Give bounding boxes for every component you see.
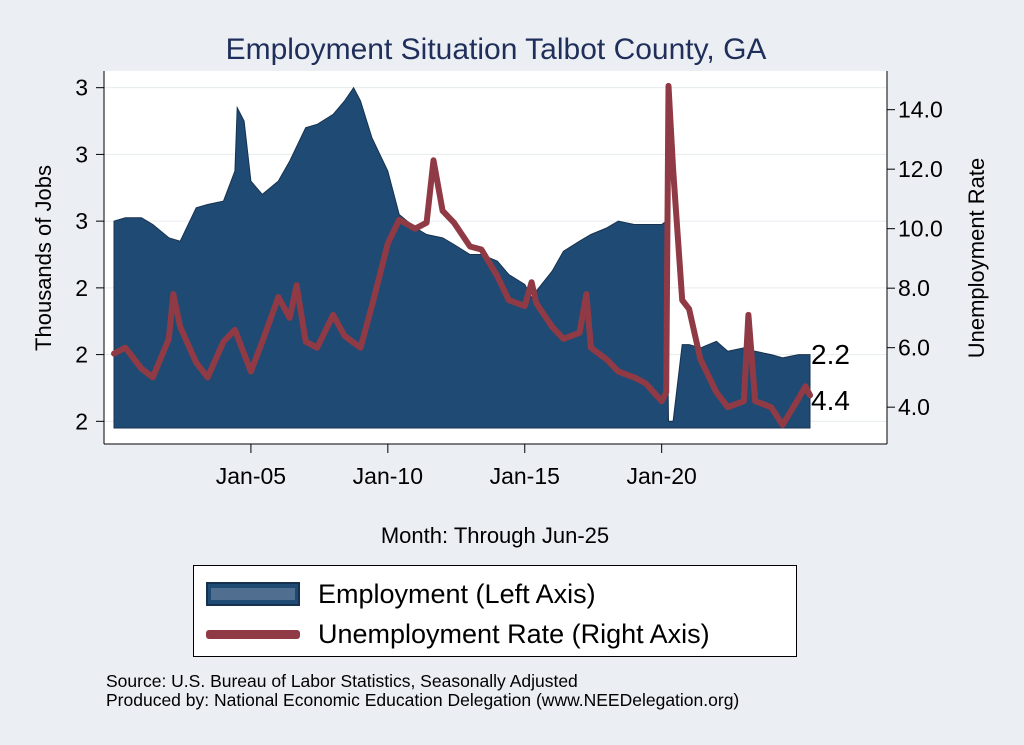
y-left-tick-label: 3 [75,75,88,101]
y-left-tick-label: 2 [75,342,88,368]
source-note: Source: U.S. Bureau of Labor Statistics,… [106,671,578,691]
tick-labels: 2 2 2 3 3 3 4.0 6.0 8.0 10.0 12.0 14.0 Jan-05 Jan-10 J… [75,75,943,489]
legend: Employment (Left Axis) Unemployment Rate… [193,565,797,657]
chart-title: Employment Situation Talbot County, GA [226,33,767,66]
unemployment-rate-line-series [111,82,813,428]
y-right-tick-label: 4.0 [898,394,930,420]
y-left-tick-label: 2 [75,408,88,434]
unemployment-end-label: 4.4 [811,385,850,416]
footer: Source: U.S. Bureau of Labor Statistics,… [106,672,739,710]
axes [96,71,895,453]
legend-label-unemployment: Unemployment Rate (Right Axis) [318,618,710,649]
y-left-axis-title: Thousands of Jobs [31,165,56,351]
legend-label-employment: Employment (Left Axis) [318,578,596,609]
y-right-tick-label: 10.0 [898,216,943,242]
x-axis-title: Month: Through Jun-25 [381,523,609,548]
y-left-tick-label: 3 [75,208,88,234]
employment-end-label: 2.2 [811,339,850,370]
y-right-tick-label: 14.0 [898,97,943,123]
x-tick-label: Jan-05 [216,463,286,489]
x-tick-label: Jan-15 [490,463,560,489]
x-tick-label: Jan-10 [353,463,423,489]
y-left-tick-label: 2 [75,275,88,301]
legend-swatch-employment [206,582,300,606]
y-right-axis-title: Unemployment Rate [964,158,989,359]
legend-swatch-unemployment [206,629,300,639]
y-left-tick-label: 3 [75,141,88,167]
producer-note: Produced by: National Economic Education… [106,690,740,710]
x-tick-label: Jan-20 [627,463,697,489]
legend-item-employment: Employment (Left Axis) [206,574,596,614]
y-right-tick-label: 8.0 [898,275,930,301]
y-right-tick-label: 12.0 [898,156,943,182]
legend-item-unemployment: Unemployment Rate (Right Axis) [206,614,710,654]
y-right-tick-label: 6.0 [898,335,930,361]
